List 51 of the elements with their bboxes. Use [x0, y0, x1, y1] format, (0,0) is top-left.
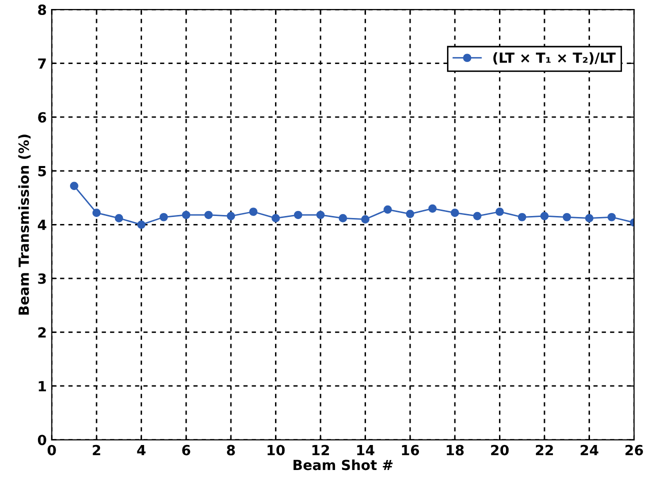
- point: [137, 220, 146, 229]
- x-tick-label: 18: [446, 444, 464, 456]
- x-tick-label: 24: [580, 444, 598, 456]
- point: [406, 210, 414, 218]
- point: [384, 205, 392, 214]
- x-tick-label: 2: [92, 444, 100, 456]
- y-tick-label: 2: [38, 327, 46, 338]
- point: [562, 212, 572, 222]
- x-tick-label: 12: [312, 444, 329, 456]
- point: [518, 212, 526, 222]
- point: [92, 208, 101, 217]
- point: [294, 210, 302, 220]
- y-tick-label: 1: [38, 381, 46, 392]
- x-tick-label: 4: [137, 445, 146, 456]
- y-tick-label: 3: [38, 273, 46, 284]
- point: [540, 212, 549, 220]
- point: [496, 208, 504, 216]
- x-tick-label: 0: [48, 444, 56, 456]
- x-tick-label: 22: [536, 444, 553, 456]
- point: [607, 212, 616, 222]
- point: [428, 204, 437, 213]
- point: [226, 212, 236, 220]
- point: [450, 208, 460, 217]
- y-tick-label: 6: [38, 112, 46, 123]
- y-tick-label: 4: [38, 220, 46, 230]
- point: [272, 214, 280, 222]
- x-tick-label: 20: [491, 444, 509, 456]
- y-tick-label: 8: [38, 4, 46, 16]
- x-tick-label: 10: [268, 444, 285, 456]
- point: [204, 210, 213, 220]
- y-tick-label: 0: [38, 434, 46, 446]
- point: [114, 214, 124, 222]
- x-tick-label: 14: [357, 445, 374, 456]
- point: [473, 212, 482, 220]
- x-tick-label: 6: [182, 444, 190, 456]
- x-tick-label: 16: [402, 444, 420, 456]
- legend-label: (LT × T₁ × T₂)/LT: [493, 52, 616, 65]
- y-tick-label: 5: [38, 166, 46, 176]
- point: [585, 214, 594, 222]
- point: [338, 214, 348, 222]
- point: [249, 208, 258, 216]
- x-tick-label: 8: [226, 444, 235, 456]
- x-axis-title: Beam Shot #: [294, 459, 393, 470]
- x-tick-label: 26: [625, 444, 643, 456]
- y-tick-label: 7: [38, 58, 46, 69]
- point: [160, 212, 168, 222]
- point: [361, 215, 370, 224]
- point: [182, 210, 190, 220]
- y-axis-title: Beam Transmission (%): [18, 134, 31, 315]
- point: [316, 210, 325, 220]
- point: [70, 182, 78, 190]
